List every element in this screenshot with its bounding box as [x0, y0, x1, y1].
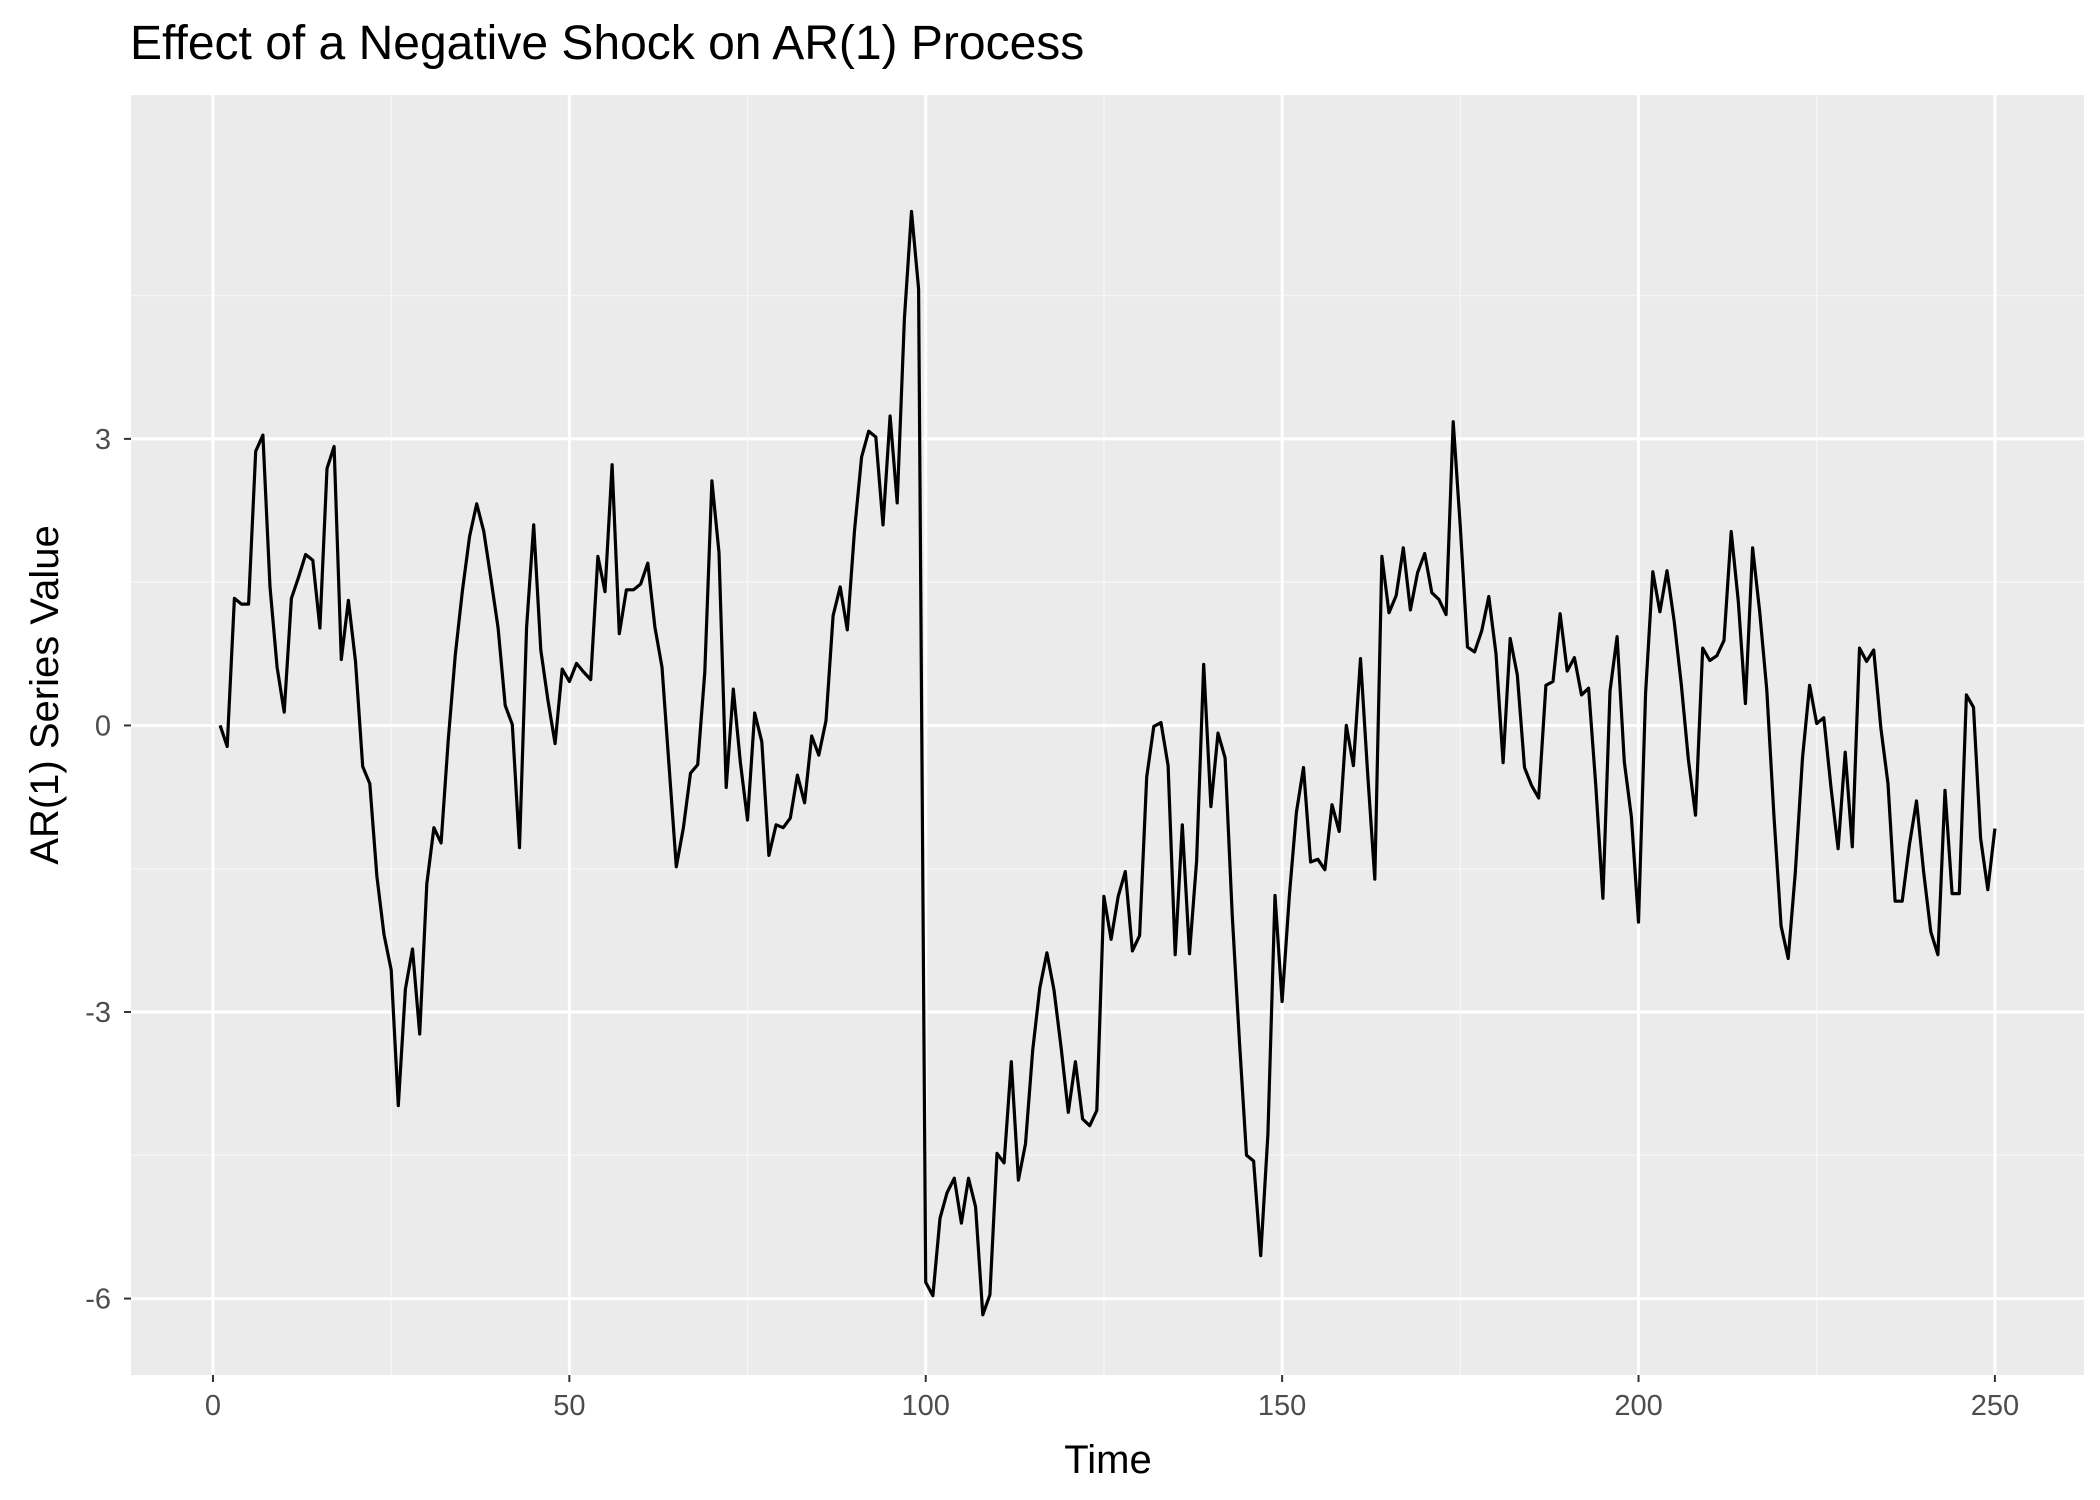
series-line — [218, 209, 1997, 1317]
y-axis: 3 0 -3 -6 — [85, 424, 131, 1316]
minor-gridlines-x — [390, 95, 1818, 1375]
major-gridlines-x — [211, 95, 1997, 1375]
y-tick-label: 3 — [95, 424, 111, 456]
x-axis: 0 50 100 150 200 250 — [205, 1375, 2019, 1422]
x-tick-label: 150 — [1258, 1390, 1306, 1422]
x-tick-label: 0 — [205, 1390, 221, 1422]
x-axis-title: Time — [1064, 1438, 1151, 1482]
y-tick-label: 0 — [95, 710, 111, 742]
x-tick-label: 50 — [553, 1390, 585, 1422]
chart-title: Effect of a Negative Shock on AR(1) Proc… — [130, 17, 1084, 70]
major-gridlines-y — [131, 437, 2084, 1301]
plot-panel — [131, 95, 2084, 1375]
y-tick-label: -6 — [85, 1284, 111, 1316]
y-tick-label: -3 — [85, 997, 111, 1029]
minor-gridlines-y — [131, 294, 2084, 1157]
x-tick-label: 200 — [1614, 1390, 1662, 1422]
y-axis-title: AR(1) Series Value — [23, 525, 67, 864]
x-tick-label: 100 — [902, 1390, 950, 1422]
x-tick-label: 250 — [1971, 1390, 2019, 1422]
